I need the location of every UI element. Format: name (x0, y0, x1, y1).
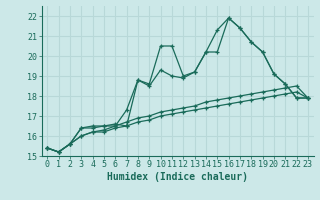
X-axis label: Humidex (Indice chaleur): Humidex (Indice chaleur) (107, 172, 248, 182)
